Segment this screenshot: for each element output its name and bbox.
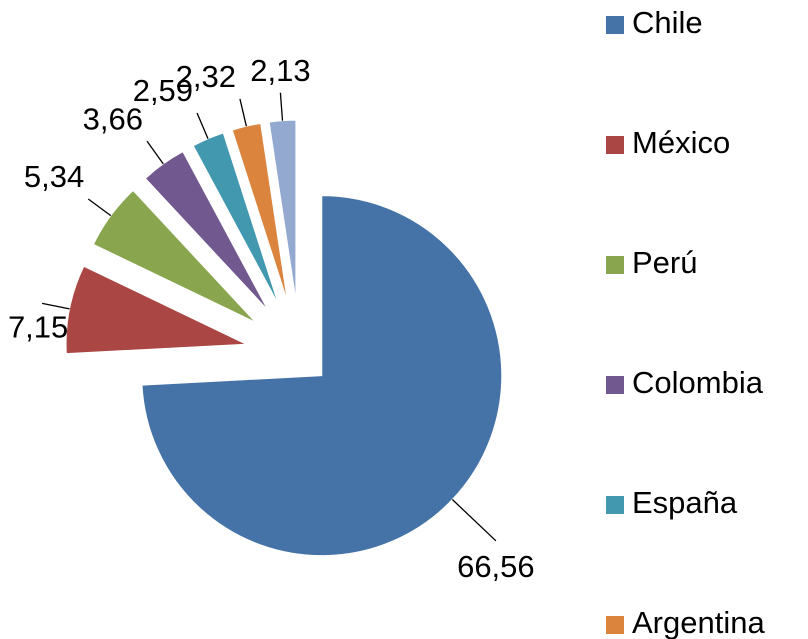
data-label: 2,13 [250,53,310,88]
legend-label: España [632,485,738,520]
leader-line [146,140,164,165]
legend-swatch [606,376,624,394]
legend-label: Perú [632,245,697,280]
data-label: 3,66 [83,101,143,136]
pie-slice [231,122,288,302]
legend-label: México [632,125,730,160]
legend-label: Colombia [632,365,764,400]
pie-slice [92,189,257,323]
data-label: 2,32 [176,59,236,94]
leader-line [239,98,247,127]
data-label: 2,59 [133,73,193,108]
leader-line [196,112,209,140]
legend-swatch [606,16,624,34]
data-label: 7,15 [8,310,68,345]
leader-line [87,198,112,217]
leader-line [279,92,284,121]
legend-swatch [606,616,624,634]
legend-swatch [606,496,624,514]
leader-line [41,302,70,310]
legend-label: Argentina [632,605,765,639]
leader-line [451,499,497,542]
data-label: 5,34 [24,159,84,194]
legend-swatch [606,256,624,274]
data-label: 66,56 [457,549,535,584]
pie-slice [144,151,269,311]
pie-slice [141,195,503,557]
pie-slice [65,265,247,355]
legend-swatch [606,136,624,154]
legend-label: Chile [632,5,703,40]
